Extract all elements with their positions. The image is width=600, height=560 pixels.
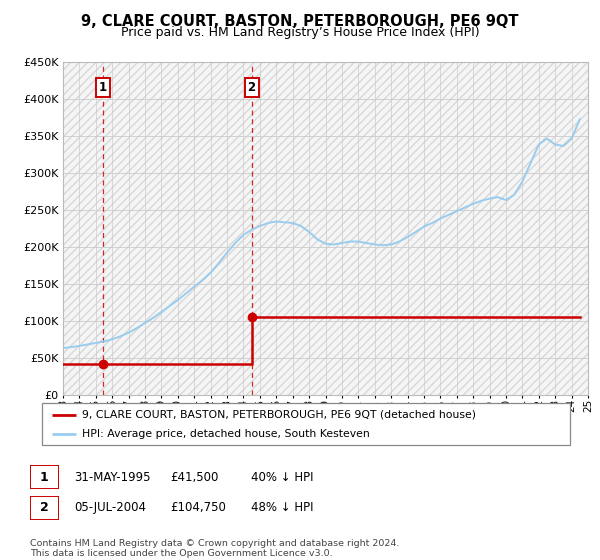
Text: Price paid vs. HM Land Registry’s House Price Index (HPI): Price paid vs. HM Land Registry’s House … [121,26,479,39]
Text: 9, CLARE COURT, BASTON, PETERBOROUGH, PE6 9QT (detached house): 9, CLARE COURT, BASTON, PETERBOROUGH, PE… [82,409,476,419]
Text: 48% ↓ HPI: 48% ↓ HPI [251,501,313,515]
Text: 31-MAY-1995: 31-MAY-1995 [74,470,151,484]
Text: Contains HM Land Registry data © Crown copyright and database right 2024.
This d: Contains HM Land Registry data © Crown c… [30,539,400,558]
Text: 9, CLARE COURT, BASTON, PETERBOROUGH, PE6 9QT: 9, CLARE COURT, BASTON, PETERBOROUGH, PE… [81,14,519,29]
Text: 05-JUL-2004: 05-JUL-2004 [74,501,146,515]
Text: HPI: Average price, detached house, South Kesteven: HPI: Average price, detached house, Sout… [82,429,370,439]
Text: £104,750: £104,750 [170,501,226,515]
Text: 2: 2 [248,81,256,94]
Text: 1: 1 [98,81,107,94]
Text: 1: 1 [40,470,49,484]
Text: 40% ↓ HPI: 40% ↓ HPI [251,470,313,484]
Text: £41,500: £41,500 [170,470,218,484]
Text: 2: 2 [40,501,49,515]
